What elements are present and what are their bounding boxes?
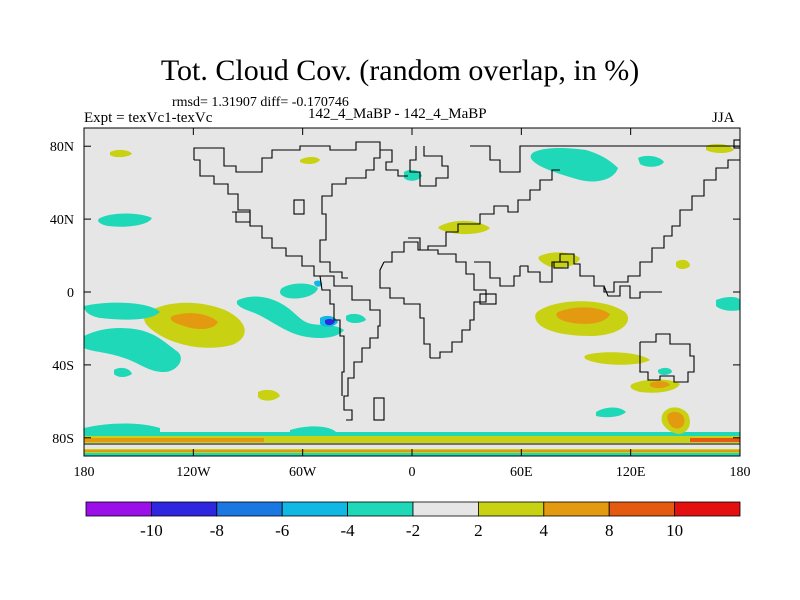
coast-greenland: [409, 146, 449, 187]
colorbar-swatch: [543, 501, 610, 517]
coast-eurasia-north: [470, 145, 740, 173]
coast-europe: [408, 169, 560, 251]
colorbar: [85, 501, 741, 517]
colorbar-swatch: [281, 501, 349, 517]
contour-positive-s3: [258, 389, 280, 401]
contour-negative-s7: [114, 367, 132, 377]
contour-negative-s6: [596, 407, 626, 418]
coast-island-1: [293, 199, 305, 215]
colorbar-swatch: [216, 501, 283, 517]
antarctic-band-orange: [84, 438, 264, 442]
colorbar-label: 10: [666, 521, 683, 540]
colorbar-label: -6: [275, 521, 289, 540]
coast-island-2: [373, 397, 385, 421]
antarctic-band-yellow-1: [84, 436, 740, 443]
contour-positive-n6: [676, 259, 690, 269]
experiment-label: Expt = texVc1-texVc: [84, 110, 213, 126]
contour-negative-dot1: [314, 280, 323, 287]
chart-title: Tot. Cloud Cov. (random overlap, in %): [160, 54, 640, 87]
y-tick-label: 40N: [50, 213, 74, 228]
contour-strong-negative: [325, 318, 335, 326]
coast-north-america: [193, 141, 381, 279]
contour-negative-sp: [84, 328, 181, 372]
coast-sa-west: [319, 275, 345, 396]
contour-negative-s5: [290, 426, 336, 434]
y-tick-label: 0: [67, 286, 74, 301]
antarctic-band-red: [690, 438, 740, 442]
colorbar-swatch: [85, 501, 152, 517]
contour-negative-spa: [236, 296, 344, 338]
contour-negative-sao: [346, 313, 366, 323]
x-tick-label: 120W: [176, 465, 211, 480]
contour-positive-s2: [584, 352, 650, 365]
season-label: JJA: [712, 110, 735, 126]
coast-island-3: [553, 261, 569, 269]
contour-positive-s1-core: [650, 381, 670, 389]
coastlines: [84, 139, 740, 445]
colorbar-label: -4: [341, 521, 356, 540]
contour-negative-np: [98, 213, 152, 227]
x-tick-label: 180: [74, 465, 95, 480]
colorbar-swatch: [674, 501, 741, 517]
colorbar-swatch: [412, 501, 479, 517]
y-tick-label: 80N: [50, 140, 74, 155]
coast-madagascar: [479, 293, 497, 305]
contour-positive-aus-core: [667, 411, 685, 429]
colorbar-label: -2: [406, 521, 420, 540]
coast-island-4: [733, 139, 740, 149]
colorbar-label: 4: [540, 521, 549, 540]
x-tick-label: 60W: [289, 465, 317, 480]
contour-negative-na: [404, 169, 422, 181]
colorbar-label: -8: [210, 521, 224, 540]
colorbar-labels: -10 -8 -6 -4 -2 2 4 8 10: [140, 521, 683, 540]
contour-positive-n2: [538, 252, 580, 268]
x-tick-label: 120E: [616, 465, 646, 480]
stats-text: rmsd= 1.31907 diff= -0.170746: [172, 95, 349, 110]
contour-positive-io-core: [556, 307, 610, 324]
coast-indochina: [603, 285, 662, 299]
contour-negative-tp: [84, 302, 160, 320]
colorbar-swatch: [608, 501, 676, 517]
y-axis: 80N 40N 0 40S 80S: [50, 140, 740, 447]
runs-label: 142_4_MaBP - 142_4_MaBP: [308, 106, 487, 122]
contour-positive-n3: [300, 157, 320, 165]
contour-negative-w1: [716, 297, 740, 311]
colorbar-swatch: [347, 501, 414, 517]
colorbar-label: 8: [605, 521, 614, 540]
colorbar-label: -10: [140, 521, 163, 540]
contour-positive-sw-core: [170, 313, 218, 330]
colorbar-swatch: [477, 501, 545, 517]
coast-africa-west: [379, 261, 431, 358]
coast-australia: [639, 333, 695, 383]
coast-na-west: [194, 159, 320, 277]
contour-negative-s4: [84, 423, 160, 434]
coast-south-america: [320, 275, 381, 421]
contour-positive-n5: [110, 149, 132, 158]
coast-arabia: [474, 261, 521, 287]
contour-negative-arctic: [530, 148, 618, 182]
coast-africa: [384, 241, 487, 359]
colorbar-swatch: [150, 501, 218, 517]
x-axis: 180 120W 60W 0 60E 120E 180: [74, 128, 751, 480]
map-background: [84, 128, 740, 456]
y-tick-label: 40S: [52, 359, 74, 374]
contour-negative-s8: [658, 367, 672, 375]
coast-hudson: [232, 211, 251, 223]
colorbar-label: 2: [474, 521, 483, 540]
x-tick-label: 60E: [510, 465, 533, 480]
antarctic-gray: [84, 443, 740, 449]
x-tick-label: 180: [730, 465, 751, 480]
contour-negative-arctic2: [638, 155, 664, 167]
y-tick-label: 80S: [52, 432, 74, 447]
contour-negative-am: [280, 283, 318, 299]
x-tick-label: 0: [409, 465, 416, 480]
coast-baffin: [380, 149, 408, 177]
